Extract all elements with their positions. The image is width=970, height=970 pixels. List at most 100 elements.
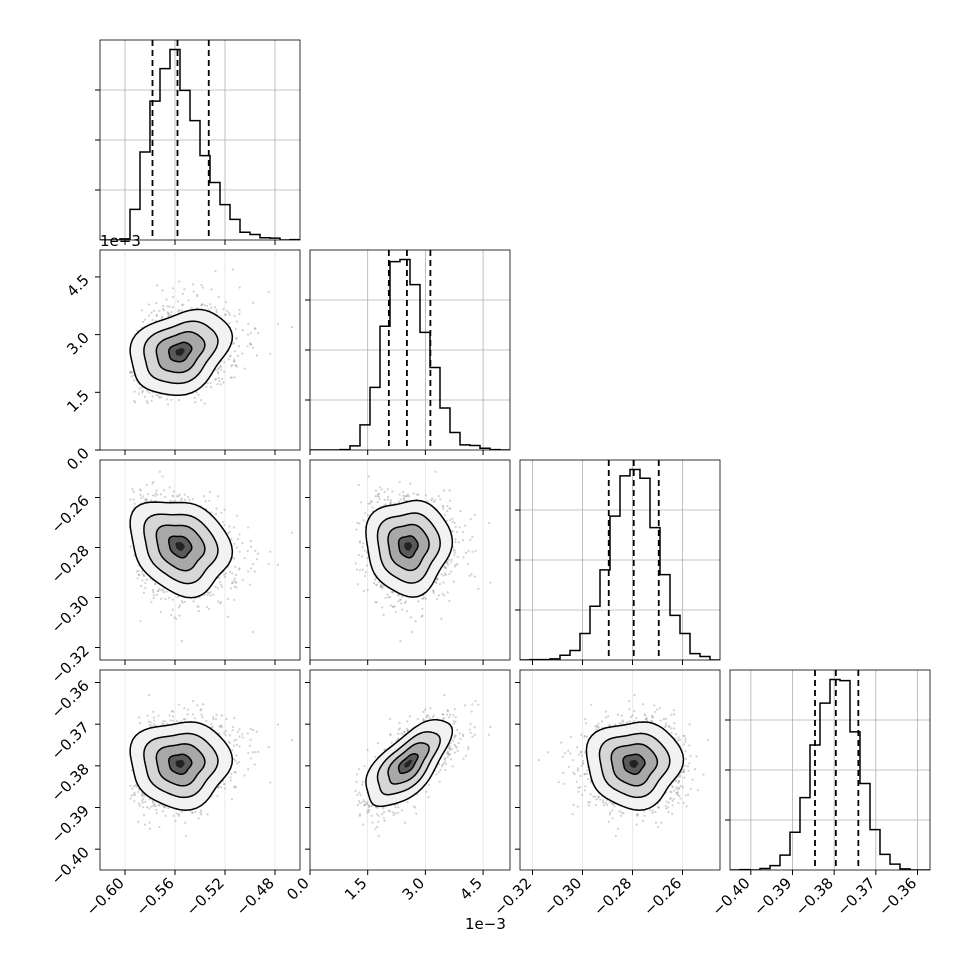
scatter-point [459,509,462,513]
scatter-point [384,596,387,599]
scatter-point [464,551,468,554]
scatter-point [368,502,372,505]
panels-layer: 0.01.53.04.5−0.32−0.30−0.28−0.26−0.60 −0.… [48,39,931,919]
scatter-point [214,513,218,516]
scatter-point [157,394,160,398]
scatter-point [136,329,139,332]
scatter-point [394,610,397,613]
scatter-point [456,563,459,566]
scatter-point [180,499,183,502]
scatter-point [209,382,212,385]
scatter-point [463,524,467,527]
scatter-point [243,557,246,560]
scatter-point [165,398,169,401]
scatter-point [406,493,410,496]
scatter-point [175,617,178,620]
scatter-point [386,488,389,491]
scatter-point [216,370,220,373]
scatter-point [186,708,190,711]
scatter-point [361,555,364,558]
scatter-point [214,717,218,720]
scatter-point [201,303,204,306]
panel-2-2 [515,459,721,665]
scatter-point [154,492,157,495]
scatter-point [205,385,208,388]
scatter-point [241,352,244,355]
scatter-point [357,483,360,486]
scatter-point [249,583,252,586]
scatter-point [247,768,250,771]
scatter-point [178,614,181,617]
scatter-point [377,492,381,496]
scatter-point [204,500,207,503]
scatter-point [208,308,211,312]
scatter-point [203,304,206,307]
scatter-point [210,288,213,291]
scatter-point [224,301,228,304]
density-contour [404,542,413,551]
scatter-point [223,508,226,511]
scatter-point [444,572,447,575]
scatter-point [404,600,407,604]
scatter-point [148,391,151,394]
scatter-point [155,489,158,492]
scatter-point [375,583,378,586]
scatter-point [448,600,451,603]
panel-2-1 [305,459,511,665]
y-tick-label: 1.5 [63,386,93,416]
scatter-point [367,502,370,505]
scatter-point [477,587,480,590]
scatter-point [158,587,161,591]
scatter-point [267,290,270,293]
scatter-point [451,517,454,520]
scatter-point [150,721,153,724]
scatter-point [156,493,159,496]
scatter-point [223,370,226,373]
scatter-point [233,744,236,747]
scatter-point [443,514,446,517]
scatter-point [155,302,158,305]
scatter-point [181,601,184,604]
scatter-point [215,507,218,510]
panel-frame [309,459,511,661]
scatter-point [180,309,183,312]
scatter-point [159,493,163,496]
scatter-point [141,573,144,576]
scatter-point [200,399,203,402]
scatter-point [151,588,155,592]
scatter-point [246,732,249,735]
scatter-point [148,827,152,830]
scatter-point [233,526,236,529]
scatter-point [200,284,203,287]
scatter-point [426,499,429,503]
scatter-point [249,545,253,548]
scatter-point [166,311,169,314]
scatter-point [137,790,140,794]
scatter-point [378,498,381,501]
scatter-point [361,546,364,549]
scatter-point [171,598,174,601]
scatter-point [190,306,193,310]
scatter-point [167,312,170,316]
scatter-point [366,514,369,517]
scatter-point [444,573,448,576]
scatter-point [448,499,452,502]
scatter-point [219,601,222,604]
scatter-point [155,284,159,287]
scatter-point [133,502,136,505]
scatter-point [142,574,146,577]
scatter-point [205,605,209,609]
scatter-point [473,513,476,516]
scatter-point [448,489,451,492]
scatter-point [145,805,149,809]
scatter-point [444,566,447,570]
scatter-point [177,606,181,609]
scatter-point [146,390,149,393]
scatter-point [386,498,390,501]
scatter-point [150,724,153,728]
scatter-point [167,311,170,315]
scatter-point [151,801,155,804]
scatter-point [358,569,361,572]
scatter-point [146,401,149,405]
